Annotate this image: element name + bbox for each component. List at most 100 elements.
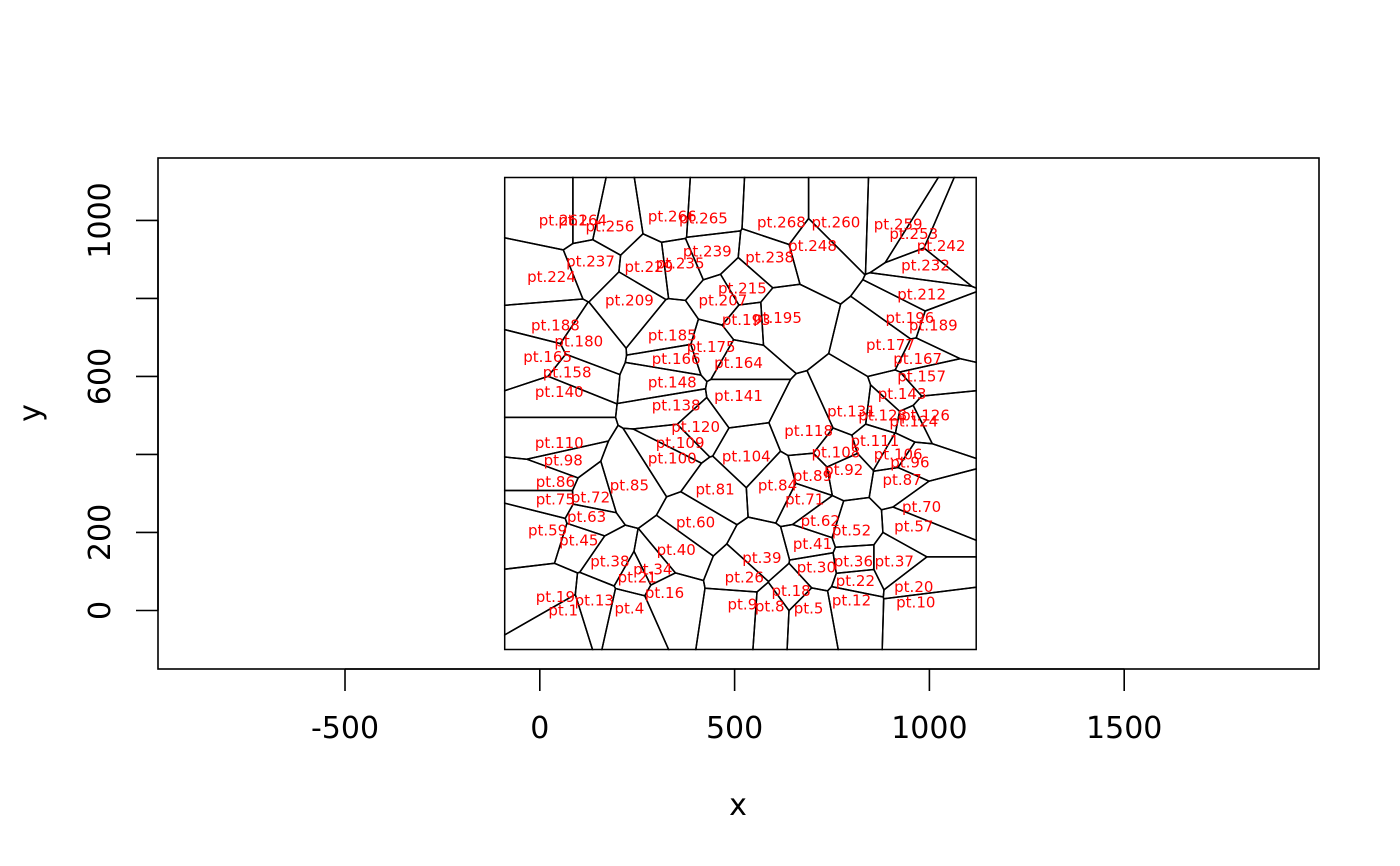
point-label: pt.110 [535,434,584,452]
point-label: pt.265 [679,210,728,228]
point-label: pt.13 [575,592,614,610]
point-label: pt.59 [528,522,567,540]
x-axis-label: x [729,788,747,823]
point-label: pt.22 [836,572,875,590]
point-label: pt.60 [676,514,715,532]
point-label: pt.232 [901,256,950,274]
point-label: pt.52 [832,522,871,540]
point-label: pt.1 [548,602,578,620]
point-label: pt.256 [585,217,634,235]
point-label: pt.209 [605,291,654,309]
voronoi-cell [572,176,608,245]
point-label: pt.180 [554,332,603,350]
point-label: pt.36 [834,553,873,571]
point-label: pt.8 [755,598,785,616]
y-tick-label: 0 [83,601,118,620]
point-label: pt.264 [558,211,607,229]
point-label: pt.167 [893,350,942,368]
point-label: pt.57 [894,518,933,536]
point-label: pt.193 [722,311,771,329]
point-label: pt.104 [722,447,771,465]
point-label: pt.189 [909,317,958,335]
voronoi-cell [741,176,810,246]
point-label: pt.70 [902,498,941,516]
point-label: pt.212 [897,286,946,304]
voronoi-cell [633,176,692,244]
x-tick-label: 1500 [1086,711,1162,746]
point-label: pt.237 [566,252,615,270]
point-label: pt.239 [683,243,732,261]
point-label: pt.109 [656,434,705,452]
point-label: pt.143 [878,385,927,403]
point-label: pt.224 [527,268,576,286]
point-label: pt.248 [788,237,837,255]
point-label: pt.62 [801,512,840,530]
point-label: pt.126 [901,407,950,425]
point-label: pt.5 [794,600,824,618]
point-label: pt.118 [784,422,833,440]
voronoi-cell [807,176,870,277]
x-tick-label: 500 [706,711,763,746]
point-label: pt.72 [571,488,610,506]
point-label: pt.21 [618,568,657,586]
point-label: pt.10 [896,594,935,612]
point-label: pt.39 [742,549,781,567]
point-label: pt.188 [531,317,580,335]
point-label: pt.19 [536,588,575,606]
point-labels: pt.1 pt.4 pt.5 pt.8pt.9 pt.10 pt.12 pt.13 pt.16… [523,208,965,620]
point-label: pt.260 [811,213,860,231]
point-label: pt.30 [797,559,836,577]
y-tick-label: 1000 [83,182,118,258]
y-axis: 0 200 600 1000 [83,182,159,620]
point-label: pt.34 [633,561,672,579]
point-label: pt.131 [827,403,876,421]
x-tick-label: 1000 [891,711,967,746]
point-label: pt.92 [824,461,863,479]
point-label: pt.268 [757,213,806,231]
point-label: pt.18 [771,582,810,600]
point-label: pt.85 [610,477,649,495]
x-axis: -500 0 500 1000 1500 [311,668,1162,746]
point-label: pt.128 [858,407,907,425]
y-tick-label: 200 [83,504,118,561]
point-label: pt.140 [535,383,584,401]
point-label: pt.229 [624,258,673,276]
point-label: pt.177 [866,336,915,354]
point-label: pt.242 [917,237,966,255]
point-label: pt.16 [645,584,684,602]
point-label: pt.157 [897,367,946,385]
point-label: pt.45 [559,531,598,549]
point-label: pt.26 [725,568,764,586]
point-label: pt.165 [523,348,572,366]
point-label: pt.259 [874,215,923,233]
point-label: pt.4 [615,600,645,618]
y-axis-label: y [13,404,48,422]
point-label: pt.138 [652,397,701,415]
point-label: pt.38 [590,553,629,571]
point-label: pt.96 [890,453,929,471]
point-label: pt.100 [648,449,697,467]
point-label: pt.124 [889,412,938,430]
point-label: pt.164 [714,354,763,372]
point-label: pt.81 [695,481,734,499]
point-label: pt.238 [745,249,794,267]
point-label: pt.148 [648,373,697,391]
point-label: pt.98 [544,451,583,469]
voronoi-edges [503,176,977,651]
point-label: pt.266 [648,208,697,226]
point-label: pt.75 [536,490,575,508]
x-tick-label: 0 [530,711,549,746]
point-label: pt.158 [543,364,592,382]
point-label: pt.185 [648,327,697,345]
point-label: pt.71 [785,490,824,508]
point-label: pt.63 [567,508,606,526]
point-label: pt.253 [889,225,938,243]
point-label: pt.87 [882,471,921,489]
point-label: pt.86 [536,473,575,491]
point-label: pt.37 [875,553,914,571]
point-label: pt.207 [698,291,747,309]
point-label: pt.108 [811,444,860,462]
point-label: pt.20 [894,578,933,596]
point-label: pt.84 [758,477,797,495]
